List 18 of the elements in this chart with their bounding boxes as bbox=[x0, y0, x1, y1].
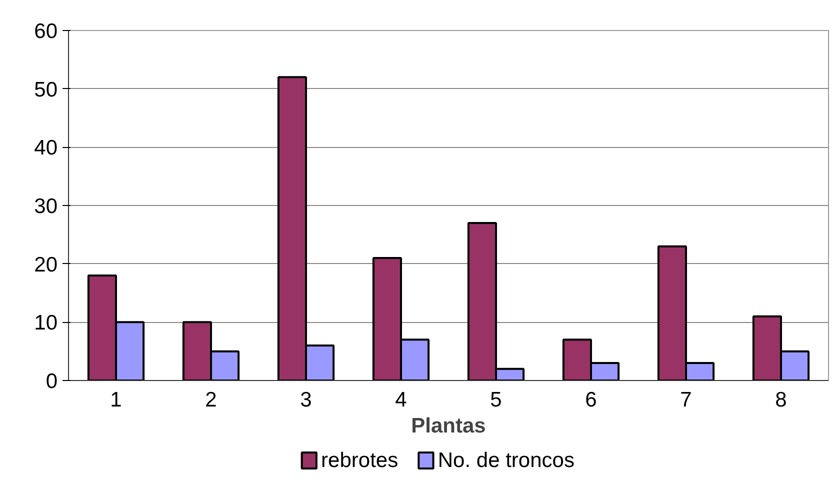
x-axis-title: Plantas bbox=[411, 414, 486, 438]
x-tick-label: 7 bbox=[680, 388, 692, 412]
y-tick-label: 20 bbox=[34, 253, 58, 276]
x-tick-label: 3 bbox=[300, 388, 312, 412]
y-tick-label: 10 bbox=[34, 312, 58, 335]
y-tick-label: 60 bbox=[34, 20, 58, 43]
y-tick-label: 40 bbox=[34, 136, 58, 160]
x-tick-label: 1 bbox=[110, 388, 122, 412]
legend-label: No. de troncos bbox=[438, 449, 574, 472]
x-tick-label: 6 bbox=[585, 388, 597, 412]
y-tick-label: 30 bbox=[34, 195, 58, 218]
x-tick-label: 2 bbox=[205, 388, 217, 412]
legend-label: rebrotes bbox=[321, 449, 398, 472]
x-tick-label: 4 bbox=[395, 388, 408, 412]
y-tick-label: 0 bbox=[46, 370, 58, 393]
x-tick-label: 5 bbox=[490, 388, 502, 412]
x-tick-label: 8 bbox=[775, 388, 787, 412]
y-tick-label: 50 bbox=[34, 78, 58, 102]
